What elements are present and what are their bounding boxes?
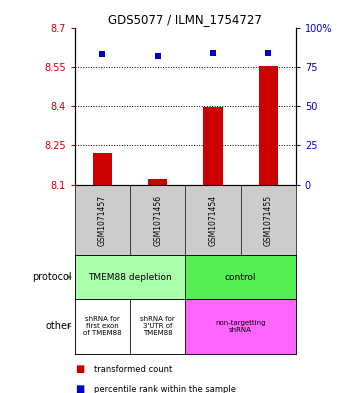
- Text: shRNA for
first exon
of TMEM88: shRNA for first exon of TMEM88: [83, 316, 122, 336]
- Text: transformed count: transformed count: [94, 365, 172, 374]
- Text: GSM1071457: GSM1071457: [98, 195, 107, 246]
- Bar: [75, 299, 130, 354]
- Bar: [258, 66, 278, 185]
- Bar: [185, 299, 296, 354]
- Bar: [75, 255, 185, 299]
- Bar: [130, 299, 185, 354]
- Text: control: control: [225, 273, 256, 281]
- Text: shRNA for
3'UTR of
TMEM88: shRNA for 3'UTR of TMEM88: [140, 316, 175, 336]
- Text: protocol: protocol: [32, 272, 71, 282]
- Text: non-targetting
shRNA: non-targetting shRNA: [215, 320, 266, 333]
- Text: GSM1071455: GSM1071455: [264, 195, 273, 246]
- Text: other: other: [46, 321, 71, 331]
- Text: percentile rank within the sample: percentile rank within the sample: [94, 385, 236, 393]
- Text: ■: ■: [75, 384, 84, 393]
- Title: GDS5077 / ILMN_1754727: GDS5077 / ILMN_1754727: [108, 13, 262, 26]
- Bar: [93, 153, 112, 185]
- Text: GSM1071454: GSM1071454: [208, 195, 217, 246]
- Bar: [203, 107, 223, 185]
- Text: ■: ■: [75, 364, 84, 375]
- Bar: [185, 255, 296, 299]
- Text: GSM1071456: GSM1071456: [153, 195, 162, 246]
- Text: TMEM88 depletion: TMEM88 depletion: [88, 273, 172, 281]
- Bar: [148, 180, 167, 185]
